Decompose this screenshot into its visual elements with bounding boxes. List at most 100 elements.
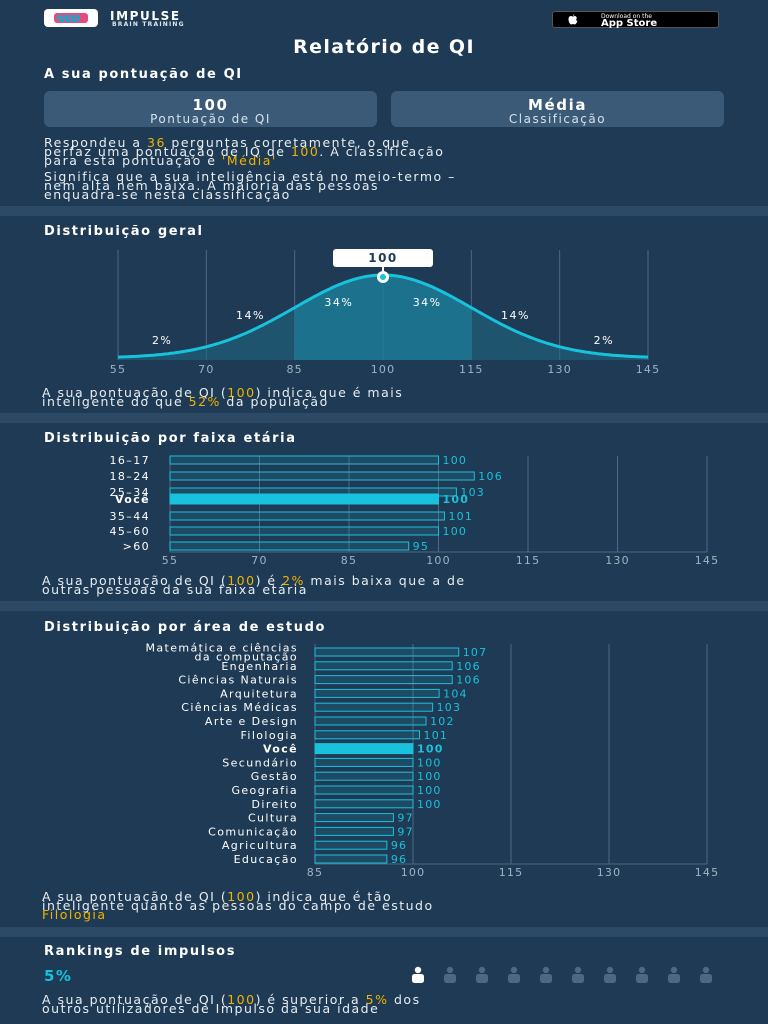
logo-mark-icon (54, 13, 88, 23)
general-summary: A sua pontuação de QI (100) indica que é… (42, 385, 404, 409)
marker-badge (333, 249, 433, 267)
x-tick-label: 130 (605, 554, 630, 567)
category-label: Arte e Design (205, 715, 298, 728)
study-bar-chart: 85 100 115 130 145 107 Matemática e ciênciasda… (145, 642, 718, 880)
bar-value-label: 100 (417, 743, 444, 756)
region-label: 2% (594, 334, 614, 347)
bar (169, 455, 439, 465)
category-label: Educação (234, 853, 298, 866)
bar (314, 716, 427, 726)
category-label: Você (263, 743, 298, 756)
x-tick-label: 85 (286, 363, 302, 376)
bar (314, 702, 434, 712)
x-tick-label: 85 (341, 554, 357, 567)
brand-name: IMPULSE (110, 9, 181, 23)
x-tick-label: 145 (636, 363, 661, 376)
brand-subtitle: BRAIN TRAINING (112, 21, 185, 28)
person-icon (476, 966, 488, 983)
region-label: 34% (324, 296, 353, 309)
category-label: Ciências Naturais (178, 674, 298, 687)
bar (169, 493, 439, 505)
bar-value-label: 107 (463, 646, 488, 659)
category-label: Gestão (251, 770, 298, 783)
score-explanation: Respondeu a 36 perguntas corretamente, o… (44, 135, 445, 168)
app-store-button[interactable]: Download on the App Store (552, 11, 719, 29)
marker-label: 100 (368, 251, 398, 265)
category-label: Matemática e ciências (145, 642, 298, 655)
bar-value-label: 106 (478, 470, 503, 483)
bar-value-label: 100 (417, 798, 442, 811)
category-label: Direito (252, 798, 298, 811)
bar (314, 854, 388, 864)
category-label: Geografia (231, 784, 298, 797)
age-bar-chart: 55 70 85 100 115 130 145 100 16–17 106 18–24 103 25–… (110, 454, 720, 567)
logo (44, 9, 98, 27)
app-store-line1: Download on the (601, 13, 652, 20)
age-section-title: Distribuição por faixa etária (44, 431, 297, 446)
region-label: 34% (413, 296, 442, 309)
bar-value-label: 101 (448, 510, 473, 523)
marker-dot-inner (380, 274, 386, 280)
bar-value-label: 101 (424, 729, 449, 742)
bell-curve-chart: 2% 14% 34% 34% 14% 2% 55 70 85 100 115 130 145 100 (110, 249, 661, 376)
category-label: 45–60 (110, 525, 151, 538)
classification-card: Média Classificação (391, 91, 724, 127)
category-label: 25–34 (110, 486, 151, 499)
person-icon (412, 966, 424, 983)
bar-value-label: 96 (391, 853, 407, 866)
x-tick-label: 100 (426, 554, 451, 567)
score-label: Pontuação de QI (150, 112, 271, 126)
study-field: Filologia (42, 907, 107, 922)
person-icon (444, 966, 456, 983)
x-tick-label: 55 (162, 554, 178, 567)
bar (314, 730, 421, 740)
bar-value-label: 97 (397, 825, 413, 838)
bar (314, 771, 414, 781)
person-icon (604, 966, 616, 983)
ranking-people (410, 966, 720, 986)
category-label: Agricultura (222, 839, 298, 852)
correct-count: 36 (147, 135, 166, 150)
x-tick-label: 100 (401, 866, 426, 879)
category-label: 35–44 (110, 510, 151, 523)
x-tick-label: 115 (499, 866, 524, 879)
person-icon (700, 966, 712, 983)
bar (314, 826, 394, 836)
x-tick-label: 85 (307, 866, 323, 879)
bar (169, 511, 445, 521)
study-summary: A sua pontuação de QI (100) indica que é… (42, 890, 742, 922)
divider (0, 601, 768, 611)
classification-label: Classificação (508, 112, 607, 126)
person-icon (636, 966, 648, 983)
divider (0, 206, 768, 216)
bar-value-label: 102 (430, 715, 455, 728)
bar (169, 471, 475, 481)
page-title: Relatório de QI (293, 36, 475, 58)
category-label: 16–17 (110, 454, 151, 467)
bar-value-label: 100 (417, 756, 442, 769)
study-section-title: Distribuição por área de estudo (44, 620, 327, 635)
category-label: Comunicação (208, 825, 298, 838)
ranking-percent: 5% (44, 967, 73, 985)
curve-center-area (294, 275, 472, 360)
bar (314, 661, 453, 671)
region-label: 14% (501, 309, 530, 322)
iq-score-inline: 100 (290, 144, 320, 159)
bar-value-label: 100 (443, 493, 470, 506)
x-tick-label: 145 (695, 554, 720, 567)
bar-value-label: 97 (397, 812, 413, 825)
bar (314, 647, 460, 657)
x-tick-label: 100 (371, 363, 396, 376)
bar (314, 799, 414, 809)
bar (314, 675, 453, 685)
category-label: Filologia (240, 729, 298, 742)
bar (314, 688, 440, 698)
x-tick-label: 70 (251, 554, 267, 567)
category-label: Engenharia (221, 660, 298, 673)
bar (169, 526, 439, 536)
category-label: Você (115, 493, 150, 506)
app-store-line2: App Store (601, 18, 658, 29)
person-icon (668, 966, 680, 983)
x-tick-label: 55 (110, 363, 126, 376)
region-label: 2% (152, 334, 172, 347)
